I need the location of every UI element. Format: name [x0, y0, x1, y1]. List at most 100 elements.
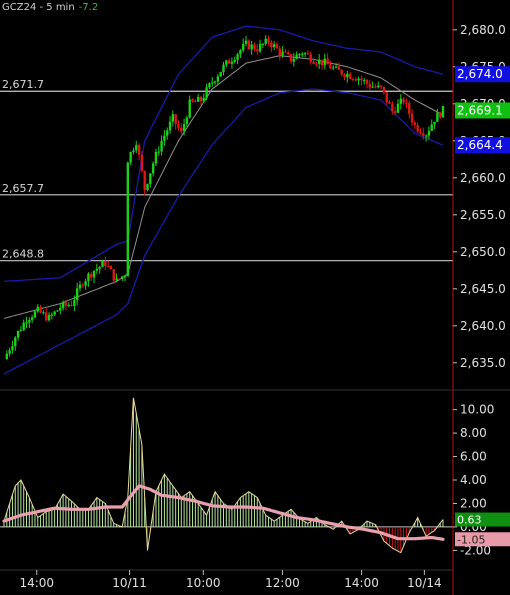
candle-body-111: [315, 63, 318, 65]
candle-body-109: [309, 54, 312, 62]
candle-body-115: [326, 58, 329, 65]
candle-body-86: [244, 40, 248, 44]
candle-body-5: [16, 330, 20, 338]
signal-line: [2, 484, 445, 541]
candle-body-90: [256, 49, 259, 52]
candle-body-53: [151, 163, 155, 174]
candle-body-151: [427, 130, 431, 136]
candle-body-7: [22, 322, 25, 331]
candle-body-49: [140, 154, 144, 171]
candle-body-63: [180, 127, 183, 132]
candle-body-29: [84, 281, 87, 286]
price-tick-label-3: 2,650.0: [460, 245, 506, 259]
candle-body-12: [36, 306, 39, 312]
candle-body-43: [123, 276, 127, 278]
candle-body-87: [247, 40, 251, 50]
candle-body-42: [120, 276, 124, 279]
osc-tick-label-2: 2.00: [460, 496, 487, 510]
candle-body-60: [171, 114, 175, 122]
candle-body-133: [377, 85, 380, 88]
candle-body-65: [185, 117, 189, 125]
candle-body-15: [45, 312, 48, 321]
candle-body-36: [104, 261, 107, 266]
osc-tick-label-5: 8.00: [460, 426, 487, 440]
price-tag-label-2: 2,664.4: [457, 138, 503, 152]
candle-body-110: [312, 61, 315, 64]
candle-body-134: [379, 85, 383, 87]
price-tick-label-1: 2,640.0: [460, 319, 506, 333]
candle-body-119: [337, 66, 341, 70]
candle-body-47: [135, 145, 138, 151]
price-tick-label-0: 2,635.0: [460, 356, 506, 370]
osc-tag-label-1: -1.05: [457, 533, 485, 546]
time-tick-label-3: 12:00: [265, 576, 300, 590]
candle-body-147: [416, 125, 419, 132]
candle-body-74: [211, 82, 214, 84]
candle-body-69: [196, 96, 200, 102]
osc-tag-label-0: 0.63: [457, 514, 482, 527]
candle-body-137: [388, 102, 391, 104]
upper-band-line: [3, 25, 444, 283]
candle-body-113: [320, 59, 324, 66]
candle-body-120: [340, 69, 343, 75]
candle-body-139: [393, 111, 397, 113]
candle-body-28: [81, 284, 84, 286]
candle-body-31: [90, 273, 93, 278]
candle-body-48: [137, 145, 141, 155]
candle-body-112: [317, 59, 321, 64]
candle-body-122: [346, 73, 349, 78]
candle-body-10: [30, 317, 34, 320]
time-tick-label-5: 10/14: [407, 576, 442, 590]
candle-body-105: [298, 54, 301, 56]
candle-body-144: [408, 102, 411, 114]
candle-body-98: [278, 48, 281, 56]
candle-body-23: [67, 304, 70, 306]
price-pane: 2,671.7 2,657.7 2,648.8: [0, 25, 453, 375]
candle-body-52: [149, 173, 152, 184]
candle-body-156: [441, 106, 445, 118]
candle-body-71: [202, 97, 206, 102]
candle-body-155: [438, 112, 442, 118]
candle-body-117: [332, 67, 335, 69]
osc-tick-label-6: 10.00: [460, 403, 494, 417]
candle-body-45: [129, 152, 132, 163]
candle-body-145: [410, 113, 414, 123]
candle-body-97: [275, 44, 279, 49]
candle-body-11: [33, 311, 37, 318]
candle-body-89: [253, 44, 256, 50]
candle-body-76: [216, 76, 220, 82]
candle-body-21: [61, 302, 65, 309]
candle-body-2: [8, 350, 11, 354]
candle-body-150: [424, 135, 428, 137]
symbol-label: GCZ24 - 5 min: [2, 2, 75, 13]
price-tag-bg-0: [455, 66, 510, 83]
candle-body-83: [236, 54, 239, 60]
candle-body-30: [87, 273, 90, 282]
candle-body-9: [28, 319, 31, 323]
candle-body-101: [287, 52, 290, 55]
candle-body-54: [154, 151, 158, 164]
osc-outline: [3, 397, 444, 554]
candle-body-70: [199, 96, 203, 102]
candle-body-140: [396, 103, 400, 113]
candle-body-99: [281, 51, 284, 56]
candle-body-66: [188, 99, 191, 118]
price-tag-label-1: 2,669.1: [457, 103, 503, 117]
candle-body-77: [219, 72, 222, 77]
candle-body-3: [11, 346, 14, 351]
hline-label-0: 2,671.7: [2, 78, 44, 91]
change-value: -7.2: [78, 2, 99, 13]
oscillator-pane: [0, 397, 453, 554]
candle-body-141: [399, 98, 402, 104]
price-tick-label-9: 2,680.0: [460, 23, 506, 37]
candle-body-114: [323, 58, 327, 66]
candle-body-41: [118, 278, 121, 280]
candle-body-143: [405, 102, 408, 104]
candle-body-73: [208, 83, 211, 88]
candle-body-132: [374, 86, 377, 88]
lower-band-line: [3, 88, 444, 375]
price-tick-label-2: 2,645.0: [460, 282, 506, 296]
candle-body-136: [385, 92, 388, 103]
